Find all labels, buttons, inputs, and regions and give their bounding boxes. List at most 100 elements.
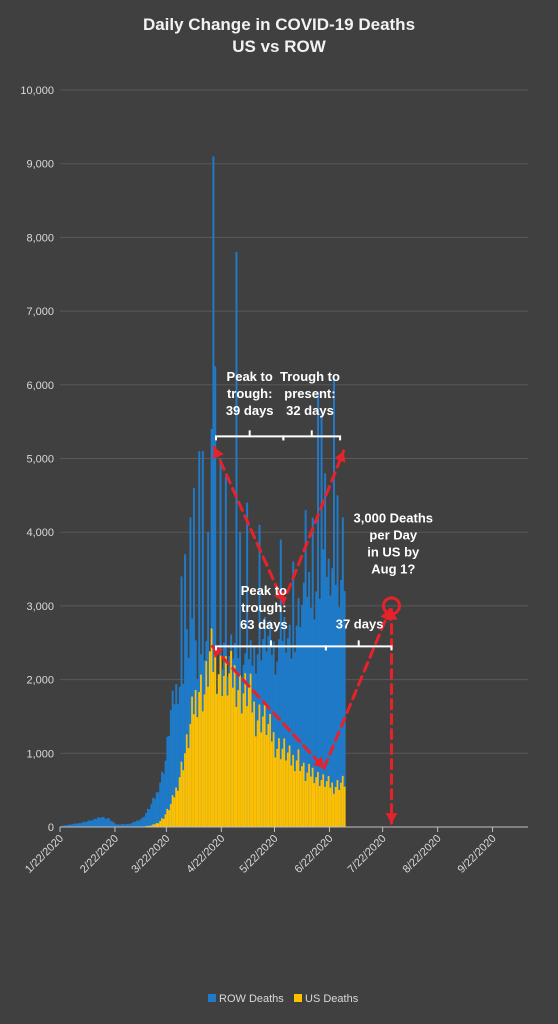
bar-row-deaths	[327, 558, 330, 827]
bar-us-deaths	[212, 671, 215, 827]
bar-us-deaths	[322, 774, 325, 827]
bar-row-deaths	[317, 392, 320, 827]
bar-us-deaths	[308, 763, 311, 827]
bar-us-deaths	[182, 770, 185, 827]
bar-us-deaths	[187, 748, 190, 827]
bar-us-deaths	[340, 782, 343, 827]
plot-bars	[60, 156, 346, 828]
bar-row-deaths	[104, 818, 107, 827]
bar-row-deaths	[343, 591, 346, 827]
bar-row-deaths	[90, 820, 93, 827]
bar-us-deaths	[279, 759, 282, 827]
trend-arrowhead	[273, 590, 285, 603]
bar-row-deaths	[306, 596, 309, 827]
bar-us-deaths	[343, 786, 346, 827]
bar-row-deaths	[340, 580, 343, 827]
bar-row-deaths	[70, 824, 73, 827]
bar-row-deaths	[134, 821, 137, 827]
bar-row-deaths	[285, 652, 288, 827]
annotation-text: trough:	[227, 386, 272, 401]
bar-row-deaths	[143, 816, 146, 827]
bar-us-deaths	[205, 661, 208, 827]
bar-row-deaths	[333, 377, 335, 827]
chart-title: Daily Change in COVID-19 Deaths US vs RO…	[143, 15, 415, 56]
bar-us-deaths	[294, 771, 296, 827]
bar-us-deaths	[299, 771, 302, 827]
bar-row-deaths	[111, 821, 114, 827]
bar-us-deaths	[320, 780, 323, 827]
bar-us-deaths	[210, 628, 213, 827]
annotation-text: trough:	[241, 600, 286, 615]
bar-us-deaths	[152, 824, 155, 827]
bar-row-deaths	[189, 517, 192, 827]
bar-row-deaths	[309, 607, 312, 827]
bar-us-deaths	[246, 706, 249, 827]
bar-us-deaths	[235, 706, 238, 827]
bar-us-deaths	[233, 665, 236, 827]
bar-row-deaths	[118, 824, 121, 827]
y-tick-label: 6,000	[26, 380, 54, 392]
bar-row-deaths	[93, 818, 96, 827]
bar-us-deaths	[258, 704, 261, 827]
bar-us-deaths	[171, 795, 174, 827]
bar-us-deaths	[249, 673, 252, 827]
bar-us-deaths	[217, 674, 220, 827]
bar-us-deaths	[256, 720, 259, 827]
bar-us-deaths	[338, 789, 341, 827]
bar-us-deaths	[324, 786, 327, 827]
bar-row-deaths	[91, 819, 94, 827]
bar-us-deaths	[175, 787, 178, 827]
bar-us-deaths	[290, 765, 293, 827]
bar-row-deaths	[79, 823, 82, 827]
bar-us-deaths	[304, 780, 307, 827]
bar-row-deaths	[311, 517, 314, 827]
bar-us-deaths	[333, 793, 335, 827]
bar-row-deaths	[288, 624, 291, 827]
bar-us-deaths	[288, 745, 291, 827]
bar-us-deaths	[242, 693, 245, 827]
bar-row-deaths	[106, 818, 109, 827]
bar-row-deaths	[192, 487, 195, 827]
bar-row-deaths	[168, 735, 171, 827]
bar-us-deaths	[247, 685, 250, 827]
annotation-text: Peak to	[227, 369, 273, 384]
bar-us-deaths	[177, 790, 179, 827]
annotation-text: Aug 1?	[371, 562, 415, 577]
bar-row-deaths	[120, 824, 123, 827]
bar-row-deaths	[74, 823, 77, 827]
bar-row-deaths	[301, 604, 304, 827]
bar-us-deaths	[153, 824, 156, 827]
bar-us-deaths	[309, 776, 312, 827]
bar-row-deaths	[274, 674, 277, 827]
bar-row-deaths	[207, 532, 210, 827]
bar-us-deaths	[219, 655, 222, 827]
annotation-text: 3,000 Deaths	[354, 511, 434, 526]
bar-us-deaths	[161, 818, 164, 827]
bar-us-deaths	[185, 734, 188, 827]
bar-us-deaths	[230, 650, 233, 827]
legend-label: US Deaths	[305, 993, 359, 1005]
bar-us-deaths	[325, 781, 328, 827]
bar-us-deaths	[313, 783, 316, 827]
bar-row-deaths	[107, 818, 110, 827]
bar-row-deaths	[123, 824, 126, 827]
chart-title-line-2: US vs ROW	[232, 37, 326, 56]
bar-row-deaths	[201, 451, 204, 827]
bar-us-deaths	[267, 723, 270, 827]
annotation-text: 37 days	[336, 617, 384, 632]
bar-us-deaths	[223, 675, 226, 827]
bar-row-deaths	[334, 584, 337, 827]
bar-us-deaths	[155, 823, 158, 827]
y-tick-label: 3,000	[26, 601, 54, 613]
bar-us-deaths	[341, 775, 344, 827]
bar-row-deaths	[297, 597, 300, 827]
bar-row-deaths	[100, 817, 103, 827]
bar-us-deaths	[297, 749, 300, 827]
bar-us-deaths	[269, 713, 272, 827]
y-tick-label: 10,000	[20, 85, 54, 97]
bar-row-deaths	[129, 824, 132, 827]
bar-us-deaths	[166, 808, 169, 827]
bar-us-deaths	[226, 695, 229, 827]
bar-row-deaths	[214, 366, 217, 828]
